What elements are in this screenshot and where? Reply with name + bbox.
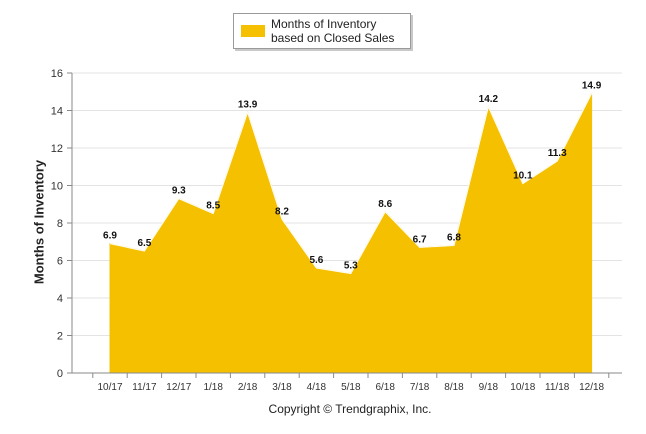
x-tick-label: 12/17 — [166, 382, 191, 393]
y-tick-label: 14 — [51, 106, 63, 118]
data-label: 11.3 — [548, 148, 567, 159]
data-label: 6.8 — [447, 233, 461, 244]
data-label: 5.3 — [344, 261, 358, 272]
y-tick-label: 4 — [57, 293, 63, 305]
data-label: 10.1 — [513, 171, 533, 182]
x-tick-label: 11/18 — [545, 382, 570, 393]
copyright-text: Copyright © Trendgraphix, Inc. — [268, 402, 432, 416]
legend-label: Months of Inventory based on Closed Sale… — [271, 17, 395, 45]
data-label: 6.7 — [413, 234, 427, 245]
legend: Months of Inventory based on Closed Sale… — [233, 13, 411, 49]
y-tick-label: 10 — [51, 181, 63, 193]
data-label: 8.2 — [275, 206, 289, 217]
data-label: 8.5 — [206, 201, 220, 212]
data-label: 9.3 — [172, 186, 186, 197]
data-label: 6.5 — [137, 238, 151, 249]
x-tick-label: 11/17 — [132, 382, 157, 393]
x-tick-label: 10/17 — [97, 382, 122, 393]
area-series — [109, 93, 593, 374]
y-tick-label: 12 — [51, 143, 63, 155]
x-tick-label: 4/18 — [307, 382, 327, 393]
data-label: 13.9 — [238, 99, 258, 110]
data-label: 8.6 — [378, 199, 392, 210]
data-label: 14.2 — [479, 94, 499, 105]
x-tick-label: 9/18 — [479, 382, 499, 393]
data-labels: 6.9 6.5 9.3 8.5 13.9 8.2 5.6 5.3 8.6 6.7 6.8 14.2 10… — [103, 81, 602, 272]
y-tick-label: 6 — [57, 256, 63, 268]
y-tick-label: 16 — [51, 68, 63, 80]
x-tick-label: 2/18 — [238, 382, 258, 393]
x-tick-label: 10/18 — [510, 382, 535, 393]
data-label: 6.9 — [103, 231, 117, 242]
y-tick-label: 8 — [57, 218, 63, 230]
legend-swatch — [241, 25, 265, 37]
y-tick-labels: 0 2 4 6 8 10 12 14 16 — [51, 68, 72, 380]
x-tick-label: 3/18 — [272, 382, 292, 393]
x-tick-label: 12/18 — [579, 382, 604, 393]
data-label: 14.9 — [582, 81, 602, 92]
x-tick-label: 6/18 — [375, 382, 395, 393]
x-tick-label: 8/18 — [444, 382, 464, 393]
y-tick-label: 2 — [57, 331, 63, 343]
area-fill — [109, 93, 593, 374]
data-label: 5.6 — [309, 255, 323, 266]
y-axis-label: Months of Inventory — [31, 159, 47, 285]
x-tick-labels: 10/17 11/17 12/17 1/18 2/18 3/18 4/18 5/18 6/18 7… — [92, 373, 610, 393]
x-tick-label: 7/18 — [410, 382, 430, 393]
x-tick-label: 1/18 — [203, 382, 223, 393]
area-outline — [109, 93, 593, 275]
x-tick-label: 5/18 — [341, 382, 361, 393]
y-tick-label: 0 — [57, 368, 63, 380]
